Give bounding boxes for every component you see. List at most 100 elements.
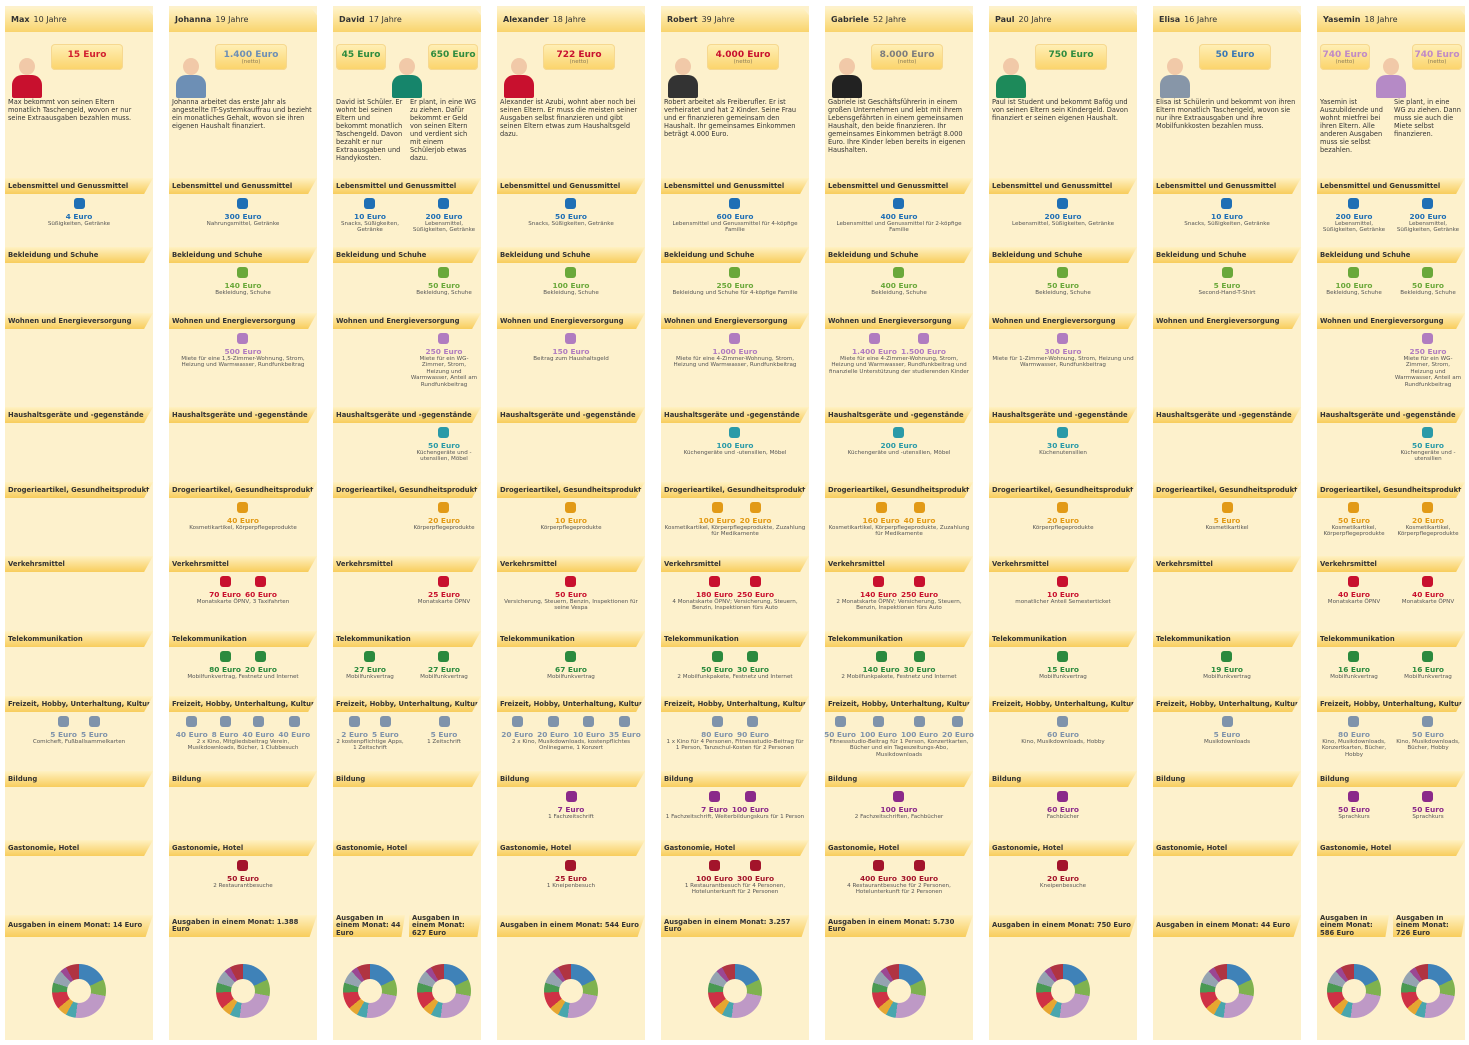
category-icon — [1057, 791, 1068, 802]
category-icon — [1222, 267, 1233, 278]
expense-item: 1.400 Euro — [852, 333, 897, 356]
person-header: Paul20 Jahre — [989, 8, 1137, 32]
section-items: 5 Euro — [407, 716, 481, 739]
total-bar: Ausgaben in einem Monat: 586 Euro — [1317, 915, 1389, 937]
expense-amount: 200 Euro — [880, 441, 917, 450]
category-icon — [893, 427, 904, 438]
category-icon — [220, 716, 231, 727]
category-icon — [89, 716, 100, 727]
category-icon — [873, 716, 884, 727]
expense-note: Lebensmittel, Süßigkeiten, Getränke — [992, 221, 1134, 227]
section-items: 10 Euro — [1153, 198, 1301, 221]
expense-amount: 140 Euro — [863, 665, 900, 674]
expense-amount: 5 Euro — [372, 730, 399, 739]
category-icon — [74, 198, 85, 209]
expense-note: Mobilfunkvertrag — [336, 674, 404, 680]
expense-item: 15 Euro — [1047, 651, 1079, 674]
section-items: 50 Euro — [497, 576, 645, 599]
category-icon — [364, 198, 375, 209]
expense-item: 50 Euro — [428, 427, 460, 450]
total-bar: Ausgaben in einem Monat: 544 Euro — [497, 915, 645, 937]
expense-amount: 400 Euro — [860, 874, 897, 883]
expense-item: 50 Euro — [1412, 716, 1444, 739]
section-header: Telekommunikation — [825, 631, 973, 647]
category-icon — [712, 716, 723, 727]
section-items: 50 Euro — [1391, 716, 1465, 739]
category-icon — [750, 502, 761, 513]
section-items: 100 Euro300 Euro — [661, 860, 809, 883]
category-icon — [565, 860, 576, 871]
section-items: 7 Euro — [497, 791, 645, 814]
expense-amount: 50 Euro — [1338, 516, 1370, 525]
section-items: 27 Euro — [407, 651, 481, 674]
section-items: 60 Euro — [989, 791, 1137, 814]
expense-amount: 100 Euro — [552, 281, 589, 290]
expense-item: 100 Euro — [696, 860, 733, 883]
expense-item: 50 Euro — [1047, 267, 1079, 290]
section-items: 40 Euro8 Euro40 Euro40 Euro — [169, 716, 317, 739]
income-box: 740 Euro(netto) — [1320, 44, 1370, 70]
category-icon — [220, 576, 231, 587]
expense-amount: 5 Euro — [1214, 516, 1241, 525]
category-icon — [253, 716, 264, 727]
avatar-body — [1376, 75, 1406, 98]
section-header: Drogerieartikel, Gesundheitsprodukte — [1317, 482, 1465, 498]
expense-amount: 40 Euro — [1338, 590, 1370, 599]
section-items: 10 Euro — [989, 576, 1137, 599]
section-header: Wohnen und Energieversorgung — [1317, 313, 1465, 329]
category-icon — [438, 198, 449, 209]
category-icon — [914, 716, 925, 727]
expense-amount: 100 Euro — [732, 805, 769, 814]
section-items: 200 Euro — [407, 198, 481, 221]
section-items: 200 Euro — [1391, 198, 1465, 221]
expense-item: 5 Euro — [431, 716, 458, 739]
section-header: Bildung — [1153, 771, 1301, 787]
section-items: 50 Euro30 Euro — [661, 651, 809, 674]
expense-amount: 90 Euro — [737, 730, 769, 739]
expense-amount: 100 Euro — [901, 730, 938, 739]
expense-item: 10 Euro — [354, 198, 386, 221]
category-icon — [237, 267, 248, 278]
section-header: Gastonomie, Hotel — [1317, 840, 1465, 856]
section-items: 80 Euro90 Euro — [661, 716, 809, 739]
category-icon — [1422, 502, 1433, 513]
category-icon — [237, 502, 248, 513]
category-icon — [438, 651, 449, 662]
category-icon — [1348, 716, 1359, 727]
section-items: 7 Euro100 Euro — [661, 791, 809, 814]
expense-item: 400 Euro — [880, 198, 917, 221]
person-header: Elisa16 Jahre — [1153, 8, 1301, 32]
expense-note: monatlicher Anteil Semesterticket — [992, 599, 1134, 605]
donut-decoration — [1200, 964, 1254, 1018]
expense-amount: 50 Euro — [1412, 281, 1444, 290]
expense-item: 600 Euro — [716, 198, 753, 221]
section-items: 400 Euro — [825, 267, 973, 290]
section-items: 50 Euro — [407, 267, 481, 290]
total-bar: Ausgaben in einem Monat: 3.257 Euro — [661, 915, 809, 937]
category-icon — [237, 198, 248, 209]
section-items: 20 Euro — [989, 860, 1137, 883]
expense-amount: 150 Euro — [552, 347, 589, 356]
expense-item: 50 Euro — [227, 860, 259, 883]
expense-amount: 16 Euro — [1338, 665, 1370, 674]
person-column: David17 Jahre45 EuroDavid ist Schüler. E… — [333, 6, 481, 1040]
category-icon — [1422, 267, 1433, 278]
description: Yasemin ist Auszubildende und wohnt miet… — [1320, 98, 1387, 154]
category-icon — [893, 198, 904, 209]
expense-note: Musikdownloads — [1156, 739, 1298, 745]
expense-item: 25 Euro — [428, 576, 460, 599]
expense-amount: 16 Euro — [1412, 665, 1444, 674]
description: Er plant, in eine WG zu ziehen. Dafür be… — [410, 98, 477, 162]
avatar-head — [839, 58, 855, 75]
category-icon — [914, 576, 925, 587]
avatar-head — [183, 58, 199, 75]
expense-item: 200 Euro — [425, 198, 462, 221]
expense-item: 10 Euro — [573, 716, 605, 739]
expense-note: Fachbücher — [992, 814, 1134, 820]
expense-note: Monatskarte ÖPNV — [1394, 599, 1462, 605]
expense-item: 400 Euro — [860, 860, 897, 883]
section-items: 50 Euro — [1317, 502, 1391, 525]
section-header: Verkehrsmittel — [1153, 556, 1301, 572]
